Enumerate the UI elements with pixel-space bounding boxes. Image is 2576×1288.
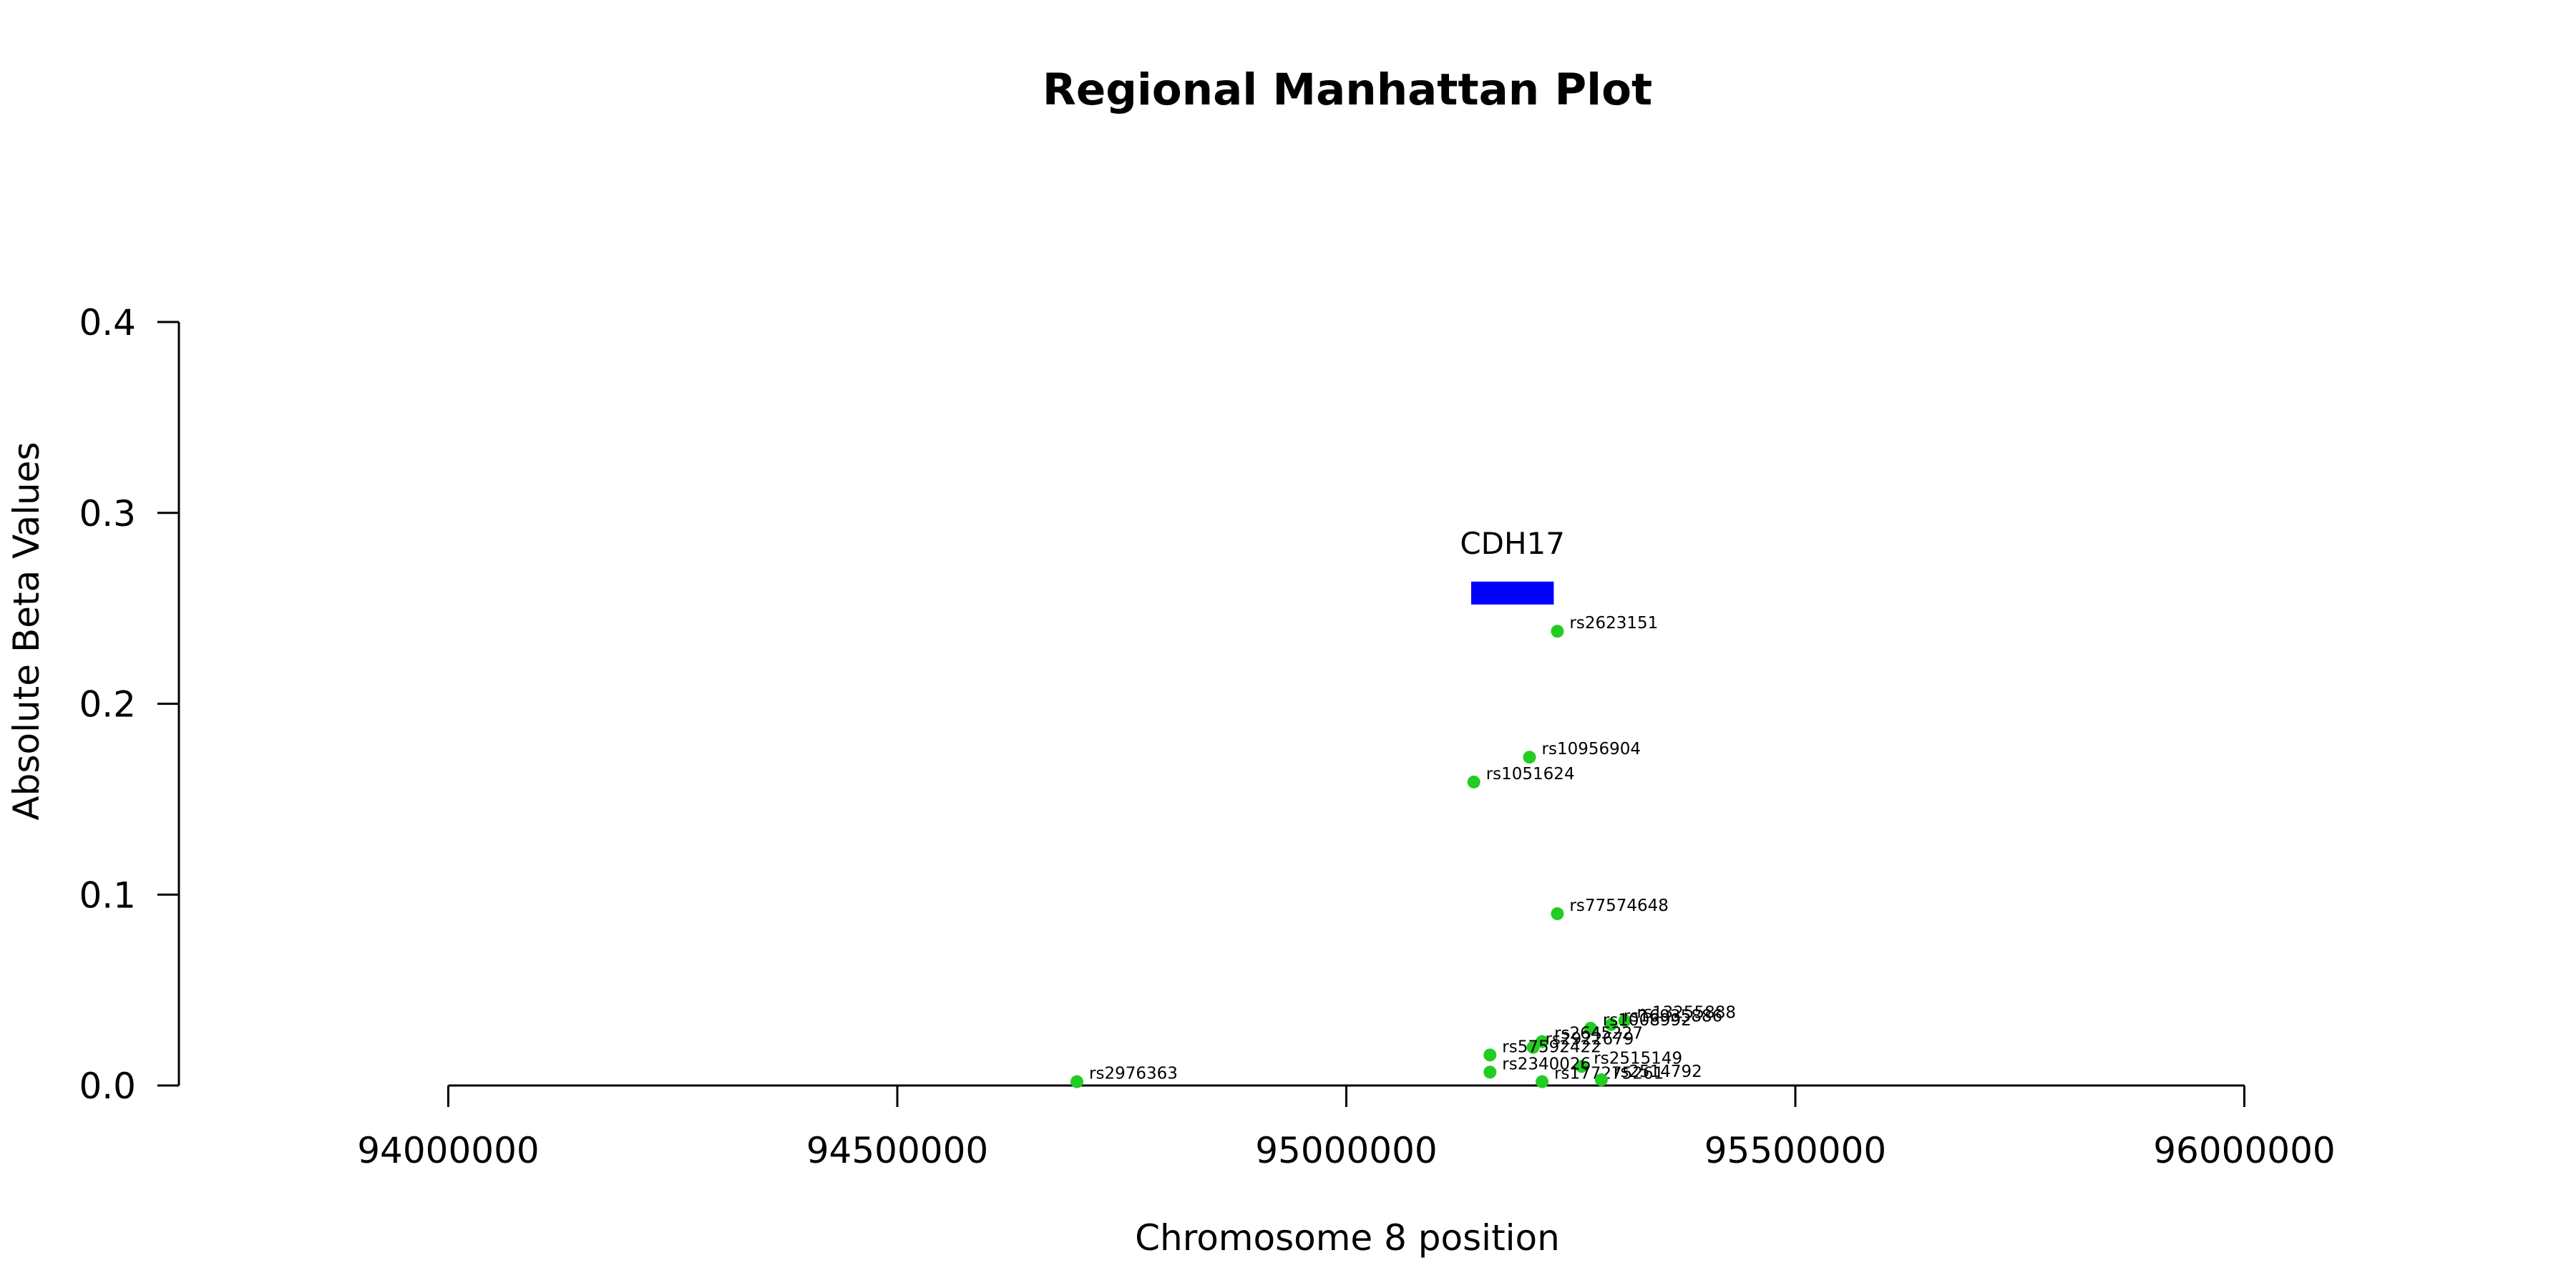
snp-point (1483, 1048, 1497, 1062)
snp-point (1584, 1021, 1597, 1035)
snp-label: rs2340026 (1502, 1055, 1591, 1073)
y-tick-label: 0.0 (79, 1065, 136, 1107)
snp-point (1536, 1075, 1549, 1088)
snp-label: rs77574648 (1569, 897, 1669, 915)
snp-point (1551, 907, 1564, 920)
snp-label: rs10956904 (1542, 740, 1641, 758)
snp-label: rs2515149 (1594, 1049, 1682, 1068)
x-tick-label: 95500000 (1704, 1130, 1887, 1171)
snp-point (1070, 1075, 1083, 1088)
snp-points: rs2623151 rs10956904 rs1051624 rs77574648 rs… (1070, 614, 1736, 1088)
x-axis-label: Chromosome 8 position (1135, 1217, 1560, 1259)
snp-point (1551, 625, 1564, 638)
snp-point (1526, 1040, 1540, 1054)
gene-label: CDH17 (1460, 526, 1565, 561)
snp-point (1604, 1018, 1618, 1031)
gene-bar (1470, 581, 1554, 605)
snp-label: rs1008992 (1603, 1011, 1692, 1030)
y-tick-label: 0.1 (79, 874, 136, 916)
x-tick-label: 94500000 (806, 1130, 989, 1171)
snp-label: rs2976363 (1089, 1065, 1178, 1083)
snp-label: rs16935886 (1624, 1008, 1723, 1026)
y-tick-label: 0.4 (79, 302, 136, 343)
snp-point (1483, 1065, 1497, 1079)
snp-point (1618, 1014, 1631, 1028)
snp-point (1594, 1073, 1608, 1086)
snp-point (1523, 751, 1536, 764)
snp-label: rs2645227 (1554, 1025, 1643, 1043)
axes: 94000000 94500000 95000000 95500000 96000000… (79, 302, 2335, 1171)
snp-label: rs57592422 (1502, 1038, 1601, 1056)
snp-label: rs2623151 (1569, 614, 1658, 633)
snp-label: rs13255888 (1637, 1003, 1737, 1022)
y-tick-label: 0.2 (79, 684, 136, 726)
chart-title: Regional Manhattan Plot (1043, 64, 1652, 115)
snp-label: rs2922679 (1546, 1030, 1634, 1049)
snp-label: rs177275261 (1554, 1065, 1664, 1083)
x-tick-label: 95000000 (1255, 1130, 1438, 1171)
snp-label: rs1051624 (1486, 765, 1575, 784)
y-axis-label: Absolute Beta Values (6, 442, 47, 821)
gene-track: CDH17 (1460, 526, 1565, 605)
snp-point (1467, 775, 1480, 789)
snp-label: rs2514792 (1614, 1063, 1702, 1081)
x-tick-label: 94000000 (357, 1130, 540, 1171)
y-tick-label: 0.3 (79, 493, 136, 535)
snp-point (1575, 1060, 1589, 1073)
x-tick-label: 96000000 (2153, 1130, 2336, 1171)
